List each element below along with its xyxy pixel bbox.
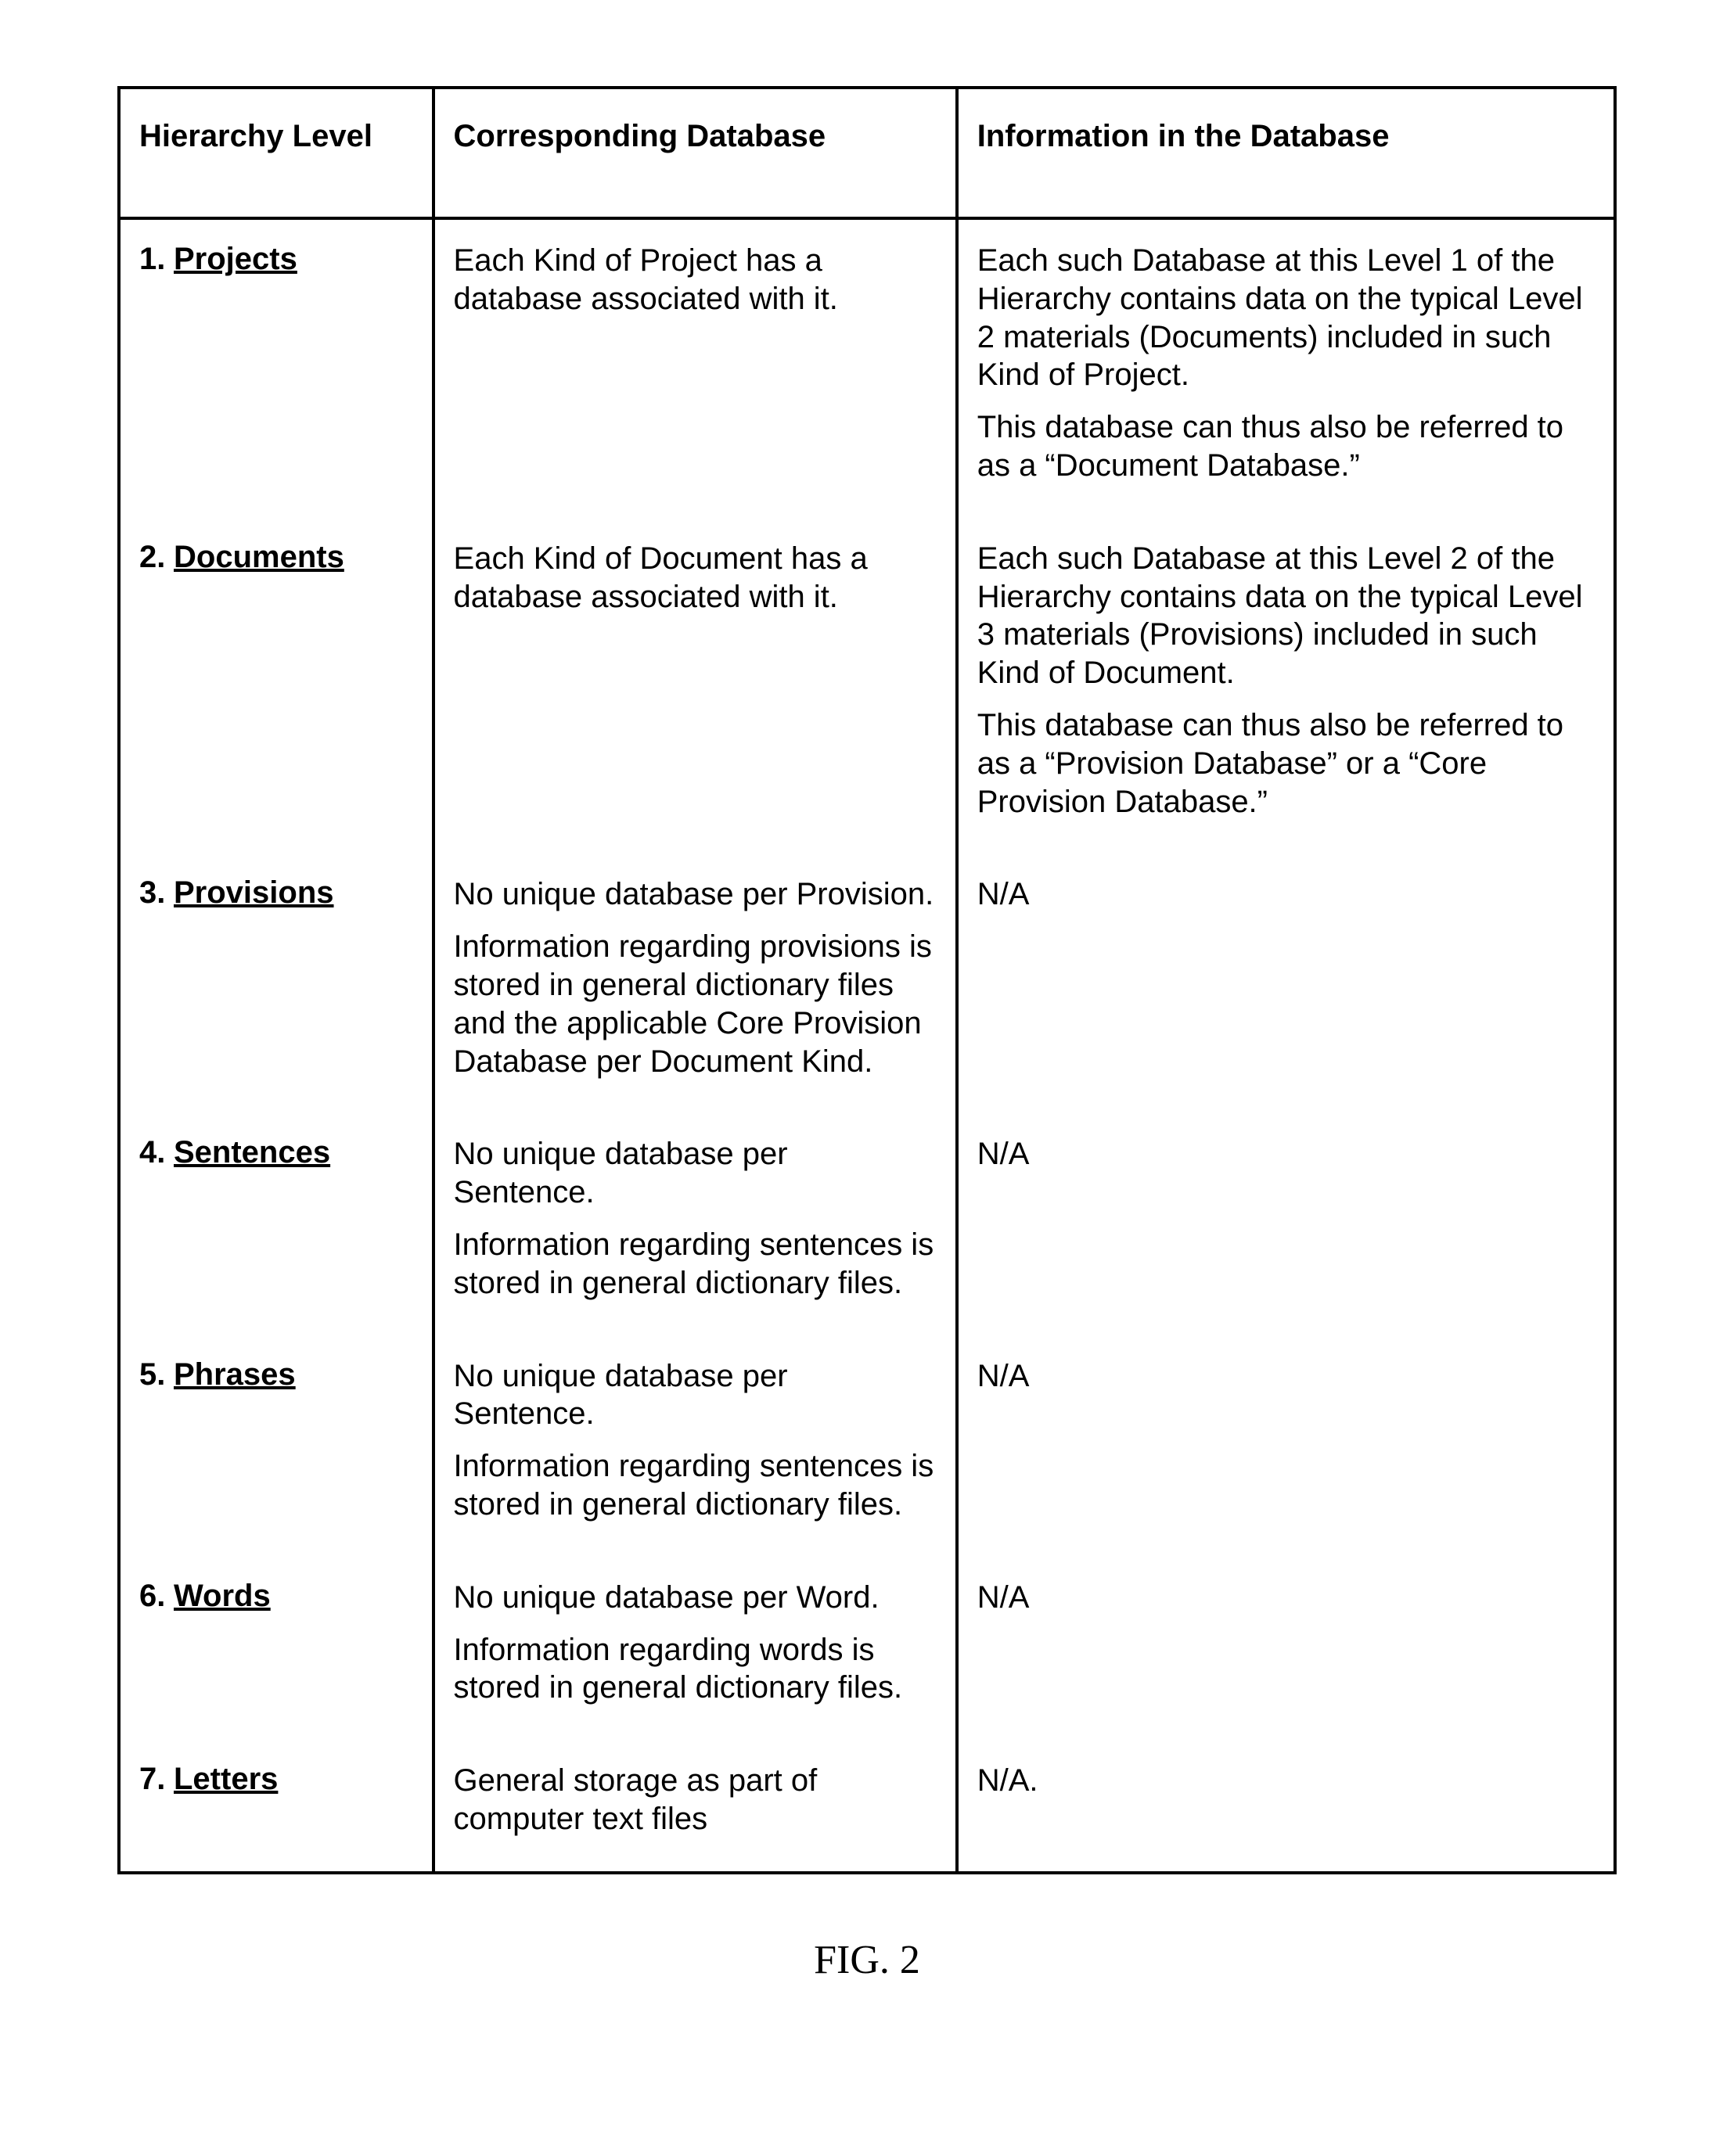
row-number: 1. [139, 242, 174, 277]
table-body: 1.Projects Each Kind of Project has a dat… [119, 218, 1615, 1873]
table-row: 3.ProvisionsNo unique database per Provi… [119, 853, 1615, 1113]
database-para: Information regarding words is stored in… [454, 1631, 937, 1708]
cell-database: Each Kind of Document has a database ass… [434, 518, 957, 854]
cell-hierarchy-level: 2.Documents [119, 518, 434, 854]
page: Hierarchy Level Corresponding Database I… [0, 0, 1734, 2046]
table-row: 1.Projects Each Kind of Project has a dat… [119, 218, 1615, 518]
row-number: 3. [139, 875, 174, 911]
database-para: No unique database per Sentence. [454, 1135, 937, 1212]
info-para: N/A [977, 1357, 1595, 1396]
database-para: Each Kind of Document has a database ass… [454, 540, 937, 616]
row-number: 7. [139, 1762, 174, 1797]
cell-hierarchy-level: 6.Words [119, 1557, 434, 1740]
database-para: No unique database per Word. [454, 1579, 937, 1617]
cell-info: N/A [957, 1335, 1615, 1557]
table-row: 2.Documents Each Kind of Document has a d… [119, 518, 1615, 854]
database-para: No unique database per Provision. [454, 875, 937, 914]
cell-database: General storage as part of computer text… [434, 1740, 957, 1873]
level-name: Documents [174, 540, 344, 574]
level-name: Sentences [174, 1135, 330, 1170]
header-hierarchy-level: Hierarchy Level [119, 88, 434, 218]
table-row: 7.Letters General storage as part of comp… [119, 1740, 1615, 1873]
cell-hierarchy-level: 4.Sentences [119, 1113, 434, 1335]
cell-info: N/A [957, 853, 1615, 1113]
database-para: No unique database per Sentence. [454, 1357, 937, 1434]
header-row: Hierarchy Level Corresponding Database I… [119, 88, 1615, 218]
database-para: Information regarding sentences is store… [454, 1226, 937, 1303]
cell-database: No unique database per Provision. Informa… [434, 853, 957, 1113]
info-para: N/A [977, 1135, 1595, 1173]
info-para: N/A [977, 875, 1595, 914]
cell-hierarchy-level: 5.Phrases [119, 1335, 434, 1557]
header-corresponding-database: Corresponding Database [434, 88, 957, 218]
row-number: 2. [139, 540, 174, 575]
header-information: Information in the Database [957, 88, 1615, 218]
cell-info: Each such Database at this Level 2 of th… [957, 518, 1615, 854]
table-row: 4.SentencesNo unique database per Senten… [119, 1113, 1615, 1335]
figure-caption: FIG. 2 [117, 1937, 1617, 1983]
row-number: 6. [139, 1579, 174, 1614]
cell-database: No unique database per Sentence. Informat… [434, 1113, 957, 1335]
cell-hierarchy-level: 1.Projects [119, 218, 434, 518]
cell-database: No unique database per Word. Information … [434, 1557, 957, 1740]
hierarchy-table: Hierarchy Level Corresponding Database I… [117, 86, 1617, 1874]
database-para: Information regarding sentences is store… [454, 1447, 937, 1524]
level-name: Letters [174, 1762, 278, 1796]
row-number: 4. [139, 1135, 174, 1170]
table-row: 6.Words No unique database per Word. Infor… [119, 1557, 1615, 1740]
info-para: N/A. [977, 1762, 1595, 1800]
info-para: This database can thus also be referred … [977, 706, 1595, 821]
cell-database: Each Kind of Project has a database asso… [434, 218, 957, 518]
cell-database: No unique database per Sentence. Informat… [434, 1335, 957, 1557]
level-name: Projects [174, 242, 297, 276]
info-para: Each such Database at this Level 2 of th… [977, 540, 1595, 692]
cell-hierarchy-level: 7.Letters [119, 1740, 434, 1873]
info-para: Each such Database at this Level 1 of th… [977, 242, 1595, 394]
level-name: Provisions [174, 875, 334, 910]
cell-info: Each such Database at this Level 1 of th… [957, 218, 1615, 518]
info-para: N/A [977, 1579, 1595, 1617]
cell-info: N/A. [957, 1740, 1615, 1873]
level-name: Words [174, 1579, 271, 1613]
level-name: Phrases [174, 1357, 296, 1392]
table-row: 5.PhrasesNo unique database per Sentence… [119, 1335, 1615, 1557]
database-para: Information regarding provisions is stor… [454, 928, 937, 1080]
cell-info: N/A [957, 1113, 1615, 1335]
row-number: 5. [139, 1357, 174, 1392]
database-para: General storage as part of computer text… [454, 1762, 937, 1838]
info-para: This database can thus also be referred … [977, 408, 1595, 485]
cell-hierarchy-level: 3.Provisions [119, 853, 434, 1113]
database-para: Each Kind of Project has a database asso… [454, 242, 937, 318]
cell-info: N/A [957, 1557, 1615, 1740]
